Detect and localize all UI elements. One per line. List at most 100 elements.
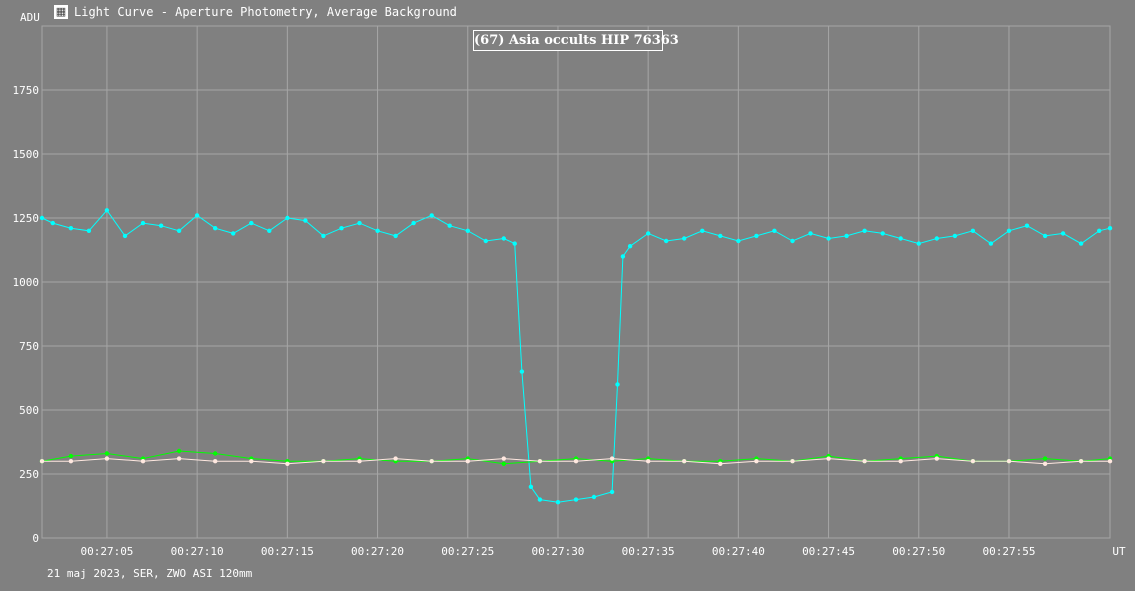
data-point (357, 220, 362, 226)
x-axis-label: UT (1112, 545, 1126, 558)
data-point (39, 215, 45, 221)
data-point (934, 456, 939, 461)
data-point (86, 228, 92, 233)
data-point (970, 459, 976, 464)
data-point (231, 231, 236, 236)
y-axis-label: ADU (20, 11, 40, 24)
x-tick-label: 00:27:25 (441, 545, 494, 558)
data-point (501, 236, 506, 241)
data-point (50, 220, 55, 226)
y-tick-label: 500 (19, 404, 39, 417)
data-point (519, 369, 525, 374)
data-point (772, 228, 777, 233)
data-point (213, 459, 218, 464)
data-point (429, 459, 434, 464)
data-point (1006, 228, 1012, 233)
y-tick-label: 1250 (13, 212, 40, 225)
data-point (285, 461, 290, 466)
data-point (1042, 461, 1048, 466)
data-point (1107, 459, 1113, 464)
data-point (682, 459, 687, 464)
data-point (429, 213, 434, 218)
y-tick-label: 1000 (13, 276, 40, 289)
x-tick-label: 00:27:55 (982, 545, 1035, 558)
data-point (646, 459, 651, 464)
data-point (573, 459, 579, 464)
data-point (104, 451, 110, 456)
data-point (122, 233, 128, 239)
data-point (176, 228, 182, 233)
title-bar: ▦ Light Curve - Aperture Photometry, Ave… (54, 4, 457, 20)
data-point (140, 459, 146, 464)
x-tick-label: 00:27:35 (622, 545, 675, 558)
data-point (898, 236, 903, 241)
data-point (68, 453, 74, 459)
x-tick-label: 00:27:40 (712, 545, 765, 558)
data-point (1097, 228, 1102, 233)
data-point (573, 497, 579, 502)
y-tick-label: 1750 (13, 84, 40, 97)
data-point (880, 231, 885, 236)
data-point (736, 238, 741, 244)
data-point (916, 241, 921, 246)
data-point (862, 228, 867, 233)
data-point (375, 228, 380, 233)
data-point (754, 233, 759, 239)
data-point (339, 226, 344, 231)
data-point (718, 233, 723, 239)
data-point (1024, 223, 1030, 228)
data-point (321, 233, 326, 239)
data-point (465, 459, 470, 464)
data-point (718, 461, 723, 466)
data-point (1042, 233, 1048, 239)
data-point (1060, 231, 1066, 236)
image-icon: ▦ (54, 5, 68, 19)
data-point (158, 223, 164, 228)
data-point (646, 231, 651, 236)
data-point (411, 220, 416, 226)
data-point (393, 456, 398, 461)
data-point (213, 226, 218, 231)
data-point (267, 228, 272, 233)
data-point (988, 241, 994, 246)
data-point (393, 233, 398, 239)
y-tick-label: 250 (19, 468, 39, 481)
data-point (790, 238, 795, 244)
data-point (609, 489, 615, 495)
y-tick-label: 0 (32, 532, 39, 545)
data-point (303, 218, 308, 223)
data-point (249, 459, 254, 464)
x-tick-label: 00:27:15 (261, 545, 314, 558)
x-tick-label: 00:27:50 (892, 545, 945, 558)
data-point (1042, 456, 1048, 461)
y-tick-label: 750 (19, 340, 39, 353)
data-point (826, 236, 831, 241)
x-tick-label: 00:27:20 (351, 545, 404, 558)
data-point (104, 456, 110, 461)
x-tick-label: 00:27:05 (80, 545, 133, 558)
data-point (620, 254, 626, 259)
data-point (627, 244, 633, 249)
data-point (537, 459, 543, 464)
data-point (285, 215, 290, 221)
data-point (826, 456, 831, 461)
data-point (501, 456, 506, 461)
data-point (528, 484, 534, 489)
data-point (68, 459, 74, 464)
footer-caption: 21 maj 2023, SER, ZWO ASI 120mm (47, 567, 253, 580)
data-point (176, 448, 182, 454)
x-tick-label: 00:27:30 (531, 545, 584, 558)
data-point (483, 238, 488, 244)
data-point (39, 459, 45, 464)
data-point (591, 494, 597, 500)
data-point (249, 220, 254, 226)
data-point (1078, 459, 1084, 464)
data-point (512, 241, 517, 246)
data-point (1078, 241, 1084, 246)
data-point (844, 233, 849, 239)
data-point (754, 459, 759, 464)
data-point (104, 208, 110, 213)
data-point (790, 459, 795, 464)
data-point (140, 220, 146, 226)
data-point (213, 451, 218, 456)
